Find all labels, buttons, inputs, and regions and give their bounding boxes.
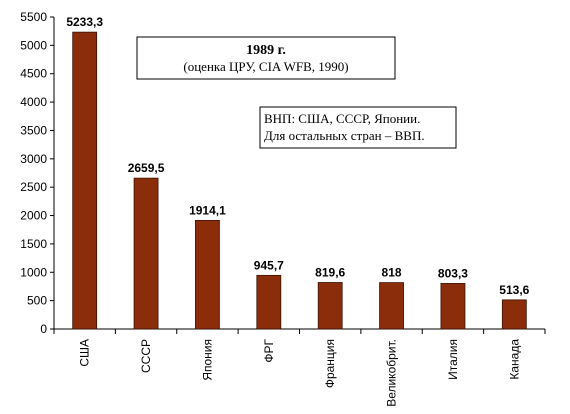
data-label: 945,7 xyxy=(254,258,284,272)
chart-title: 1989 г. xyxy=(246,43,286,58)
y-tick-label: 2500 xyxy=(20,180,47,194)
note-line-2: Для остальных стран – ВВП. xyxy=(264,128,425,143)
y-tick-label: 4500 xyxy=(20,67,47,81)
x-tick-label: Великобрит. xyxy=(385,339,399,407)
data-label: 2659,5 xyxy=(128,161,165,175)
note-box: ВНП: США, СССР, Японии. Для остальных ст… xyxy=(259,106,457,149)
y-tick-label: 3500 xyxy=(20,123,47,137)
y-tick-label: 5500 xyxy=(20,10,47,24)
y-tick-label: 4000 xyxy=(20,95,47,109)
x-tick-label: Франция xyxy=(323,339,337,388)
y-tick-label: 500 xyxy=(27,294,47,308)
x-tick-label: ФРГ xyxy=(262,338,276,362)
data-label: 5233,3 xyxy=(66,15,103,29)
note-line-1: ВНП: США, СССР, Японии. xyxy=(264,111,420,126)
bar xyxy=(317,282,343,330)
bar xyxy=(440,283,466,330)
y-axis: 0 500 1000 1500 2000 2500 3000 3500 4000 4500 5000… xyxy=(20,10,55,336)
x-axis: США СССР Япония ФРГ Франция Великобрит. Италия… xyxy=(53,328,546,407)
y-tick-label: 0 xyxy=(40,322,47,336)
title-box: 1989 г. (оценка ЦРУ, CIA WFB, 1990) xyxy=(136,36,396,80)
bars xyxy=(72,31,527,330)
bar xyxy=(501,299,527,330)
bar xyxy=(72,31,98,330)
x-tick-label: США xyxy=(78,339,92,367)
x-tick-label: Япония xyxy=(200,339,214,381)
x-tick-label: Италия xyxy=(446,339,460,380)
y-tick-label: 5000 xyxy=(20,38,47,52)
data-label: 818 xyxy=(382,266,402,280)
data-labels: 5233,3 2659,5 1914,1 945,7 819,6 818 803,3 513,… xyxy=(66,15,529,297)
data-label: 819,6 xyxy=(315,266,345,280)
data-label: 1914,1 xyxy=(189,203,226,217)
bar xyxy=(195,220,220,330)
bar xyxy=(133,177,159,330)
data-label: 513,6 xyxy=(499,283,529,297)
x-tick-label: Канада xyxy=(507,339,521,380)
y-tick-label: 1500 xyxy=(20,237,47,251)
bar xyxy=(379,282,404,330)
data-label: 803,3 xyxy=(438,266,468,280)
chart-subtitle: (оценка ЦРУ, CIA WFB, 1990) xyxy=(183,59,348,74)
x-tick-label: СССР xyxy=(139,339,153,373)
y-tick-label: 2000 xyxy=(20,209,47,223)
bar xyxy=(256,274,282,330)
y-tick-label: 1000 xyxy=(20,265,47,279)
y-tick-label: 3000 xyxy=(20,152,47,166)
